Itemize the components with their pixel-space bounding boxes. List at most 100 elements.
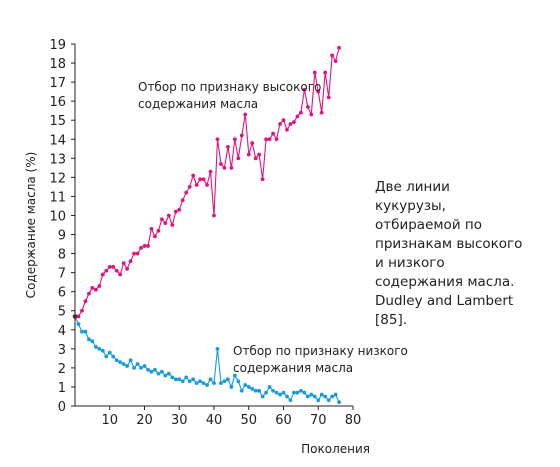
series-2-point xyxy=(194,381,199,386)
series-2-point xyxy=(104,354,109,359)
x-tick-label: 80 xyxy=(345,413,362,428)
series-2-point xyxy=(177,377,182,382)
series-2-point xyxy=(198,379,203,384)
series-2-point xyxy=(274,390,279,395)
series-1-point xyxy=(337,45,341,50)
series-2-point xyxy=(232,373,237,378)
series-1-point xyxy=(156,228,161,233)
series-1-point xyxy=(111,265,116,269)
series-1-point xyxy=(267,137,272,142)
x-axis-title: Поколения xyxy=(301,442,370,456)
series-1-point xyxy=(222,165,227,170)
series-1-point xyxy=(333,59,338,64)
series-1-point xyxy=(149,226,154,231)
y-tick-label: 17 xyxy=(49,76,66,91)
x-tick-label: 30 xyxy=(171,413,188,428)
series-2-point xyxy=(285,394,289,399)
series-2-point xyxy=(163,373,168,378)
series-1-point xyxy=(208,169,213,174)
series-2-point xyxy=(219,381,223,386)
series-2-point xyxy=(132,365,136,370)
y-tick-label: 14 xyxy=(49,133,66,148)
series-label-1: Отбор по признаку высокого xyxy=(138,80,321,94)
series-1-point xyxy=(153,234,157,239)
series-1-point xyxy=(114,268,119,273)
series-2-point xyxy=(305,394,310,399)
series-1-point xyxy=(201,177,206,182)
series-1-point xyxy=(305,104,310,109)
series-1-point xyxy=(257,152,262,157)
y-tick-label: 12 xyxy=(49,171,66,186)
series-1-point xyxy=(163,221,168,225)
series-2-point xyxy=(319,392,324,397)
series-2-point xyxy=(326,398,331,403)
series-2-point xyxy=(208,377,213,382)
series-2-point xyxy=(80,329,84,334)
series-2-point xyxy=(312,394,317,399)
series-2-point xyxy=(333,392,338,397)
series-1-point xyxy=(292,120,296,125)
x-tick-label: 10 xyxy=(101,413,118,428)
y-tick-label: 11 xyxy=(49,190,66,205)
series-2-point xyxy=(281,390,286,395)
series-1-point xyxy=(142,244,147,248)
series-2-point xyxy=(135,362,140,366)
series-1-point xyxy=(295,114,300,119)
series-1-point xyxy=(326,95,331,100)
series-2-point xyxy=(184,375,189,380)
series-1-point xyxy=(264,137,269,142)
series-2-point xyxy=(323,394,328,399)
series-2-point xyxy=(125,364,130,368)
series-1-point xyxy=(121,261,126,266)
y-axis-title: Содержание масла (%) xyxy=(24,152,38,299)
series-2-point xyxy=(87,337,91,342)
series-2-point xyxy=(212,381,216,386)
chart-series xyxy=(72,45,341,405)
series-2-point xyxy=(292,390,296,395)
series-2-point xyxy=(222,379,227,384)
series-2-point xyxy=(76,322,81,326)
series-line-2 xyxy=(74,316,340,403)
series-2-point xyxy=(330,394,335,399)
series-1-point xyxy=(132,251,136,256)
series-label-2: Отбор по признаку низкого xyxy=(233,344,408,358)
series-1-point xyxy=(166,213,171,218)
series-1-point xyxy=(281,118,286,123)
series-1-point xyxy=(100,272,105,277)
y-tick-label: 5 xyxy=(58,305,66,320)
series-1-point xyxy=(180,198,185,203)
series-1-point xyxy=(90,285,95,290)
series-2-point xyxy=(180,379,185,384)
series-1-point xyxy=(253,156,258,161)
series-1-point xyxy=(177,207,182,212)
series-1-point xyxy=(274,137,279,142)
series-2-point xyxy=(337,400,341,405)
series-2-point xyxy=(121,362,126,366)
series-2-point xyxy=(215,346,220,351)
series-2-point xyxy=(142,364,147,368)
series-2-point xyxy=(264,390,269,395)
y-tick-label: 7 xyxy=(58,267,66,282)
series-1-point xyxy=(319,110,324,115)
series-1-point xyxy=(288,122,293,126)
series-2-point xyxy=(139,365,143,370)
series-1-point xyxy=(312,70,317,75)
series-2-point xyxy=(111,354,116,359)
y-tick-label: 16 xyxy=(49,95,66,110)
series-1-point xyxy=(278,122,282,126)
y-tick-label: 6 xyxy=(58,286,66,301)
series-2-point xyxy=(187,379,192,384)
series-1-point xyxy=(128,259,133,264)
series-1-point xyxy=(93,287,98,292)
series-1-point xyxy=(316,89,321,94)
series-1-point xyxy=(250,141,255,145)
series-1-point xyxy=(159,217,164,222)
series-2-point xyxy=(156,371,161,376)
series-1-point xyxy=(107,265,112,269)
series-2-point xyxy=(114,358,119,363)
y-tick-label: 18 xyxy=(49,57,66,72)
series-1-point xyxy=(135,251,140,256)
series-2-point xyxy=(257,388,262,393)
series-2-point xyxy=(278,392,282,397)
